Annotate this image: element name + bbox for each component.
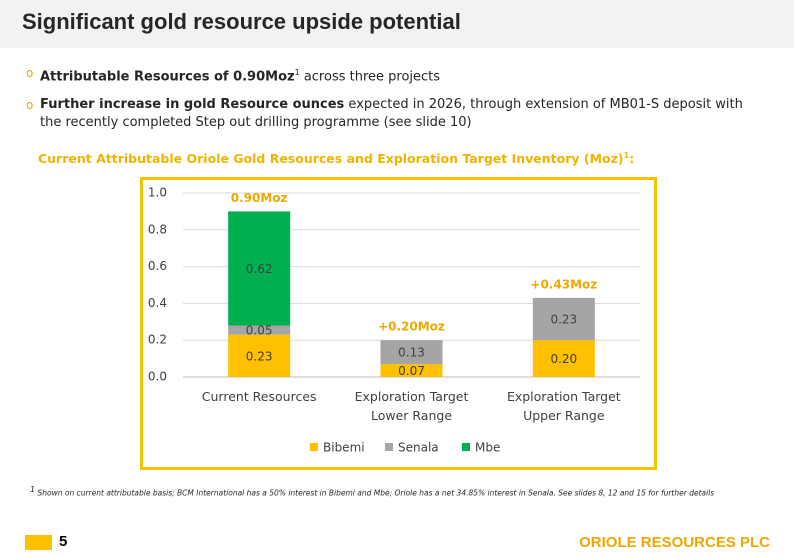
bar-segment <box>380 340 443 365</box>
data-label: 0.07 <box>398 364 425 378</box>
page-marker <box>25 535 52 550</box>
y-tick-label: 1.0 <box>148 186 167 200</box>
legend-swatch <box>462 443 470 451</box>
y-tick-label: 0.0 <box>148 370 167 384</box>
footnote-text: Shown on current attributable basis; BCM… <box>37 488 715 498</box>
bar-segment <box>532 340 595 377</box>
y-tick-label: 0.4 <box>148 296 167 310</box>
data-label: 0.23 <box>550 313 577 327</box>
superscript: 1 <box>294 68 300 77</box>
page-number: 5 <box>59 533 68 550</box>
legend-label: Senala <box>398 441 439 455</box>
x-tick-label: Current Resources <box>201 389 317 404</box>
data-label: 0.13 <box>398 346 425 360</box>
data-label: 0.05 <box>246 324 273 338</box>
x-tick-label: Exploration Target Lower Range <box>354 389 469 423</box>
superscript: 1 <box>30 485 36 494</box>
bar-segment <box>228 334 291 377</box>
legend-swatch <box>385 443 393 451</box>
bullet: o Further increase in gold Resource ounce… <box>26 97 743 130</box>
title-band <box>0 0 794 48</box>
bullet-text: expected in 2026, through extension of M… <box>40 97 743 130</box>
bullet-bold: Further increase in gold Resource ounces <box>40 97 345 112</box>
y-tick-label: 0.2 <box>148 333 167 347</box>
data-label: 0.20 <box>550 352 577 366</box>
bar-segment <box>228 211 291 326</box>
superscript: 1 <box>623 151 630 160</box>
total-label: 0.90Moz <box>231 191 288 205</box>
company-name: ORIOLE RESOURCES PLC <box>579 534 770 551</box>
chart-frame <box>140 177 657 470</box>
bullet-bold: Attributable Resources of 0.90Moz <box>40 69 295 85</box>
bar-segment <box>532 297 595 341</box>
heading-text: Current Attributable Oriole Gold Resourc… <box>38 151 624 167</box>
x-tick-label: Exploration Target Upper Range <box>506 389 621 423</box>
y-tick-label: 0.8 <box>148 222 167 236</box>
legend-label: Mbe <box>475 441 500 455</box>
legend-swatch <box>310 443 318 451</box>
data-label: 0.23 <box>246 349 273 363</box>
slide-title: Significant gold resource upside potenti… <box>22 9 461 34</box>
legend-label: Bibemi <box>323 441 365 455</box>
chart-heading: Current Attributable Oriole Gold Resourc… <box>38 151 635 167</box>
bar-segment <box>380 364 443 377</box>
data-label: 0.62 <box>246 262 273 276</box>
bullet: o Attributable Resources of 0.90Moz1 acro… <box>26 66 441 85</box>
bar-segment <box>228 325 291 335</box>
bullet-text: across three projects <box>299 69 441 85</box>
total-label: +0.20Moz <box>378 320 445 334</box>
total-label: +0.43Moz <box>530 277 597 291</box>
footnote: 1 Shown on current attributable basis; B… <box>30 485 714 498</box>
y-tick-label: 0.6 <box>148 259 167 273</box>
